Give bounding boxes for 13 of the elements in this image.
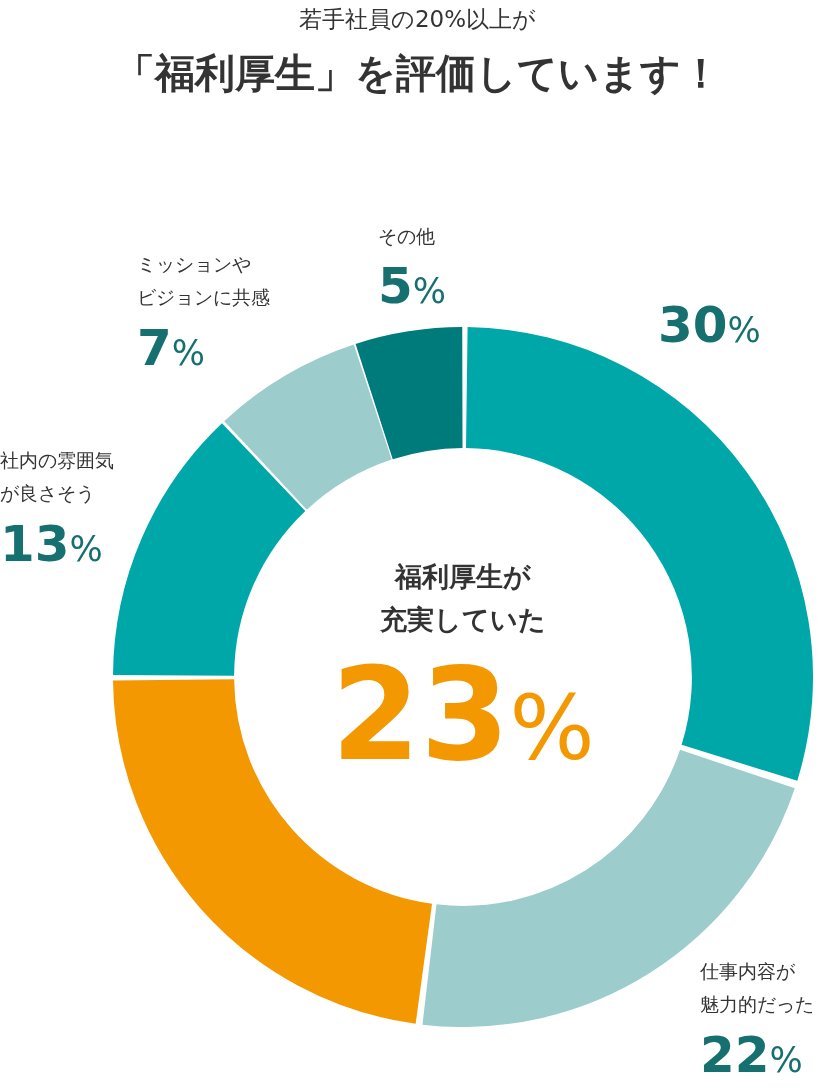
slice-label: 社内の雰囲気が良さそう [0, 448, 114, 507]
chart-subtitle: 「福利厚生」を評価しています！ [113, 49, 722, 98]
chart-title: 若手社員の20%以上が [297, 5, 538, 34]
data-label: 13% [0, 514, 104, 573]
slice-label: 仕事内容が魅力的だった [700, 959, 814, 1018]
data-label: 22% [700, 1025, 804, 1084]
slice-label: その他 [378, 224, 436, 249]
data-label: 7% [137, 318, 207, 377]
slice-label: ミッションやビジョンに共感 [137, 252, 270, 311]
data-label: 5% [378, 257, 447, 316]
data-label: 23% [331, 640, 595, 790]
slice-label: 福利厚生が充実していた [379, 560, 547, 638]
data-label: 30% [658, 296, 761, 354]
